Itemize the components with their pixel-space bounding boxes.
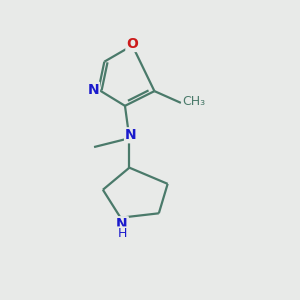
Text: N: N bbox=[125, 128, 137, 142]
Text: H: H bbox=[117, 227, 127, 240]
Text: O: O bbox=[126, 37, 138, 51]
Text: CH₃: CH₃ bbox=[182, 95, 206, 108]
Text: N: N bbox=[116, 217, 128, 231]
Text: N: N bbox=[87, 82, 99, 97]
